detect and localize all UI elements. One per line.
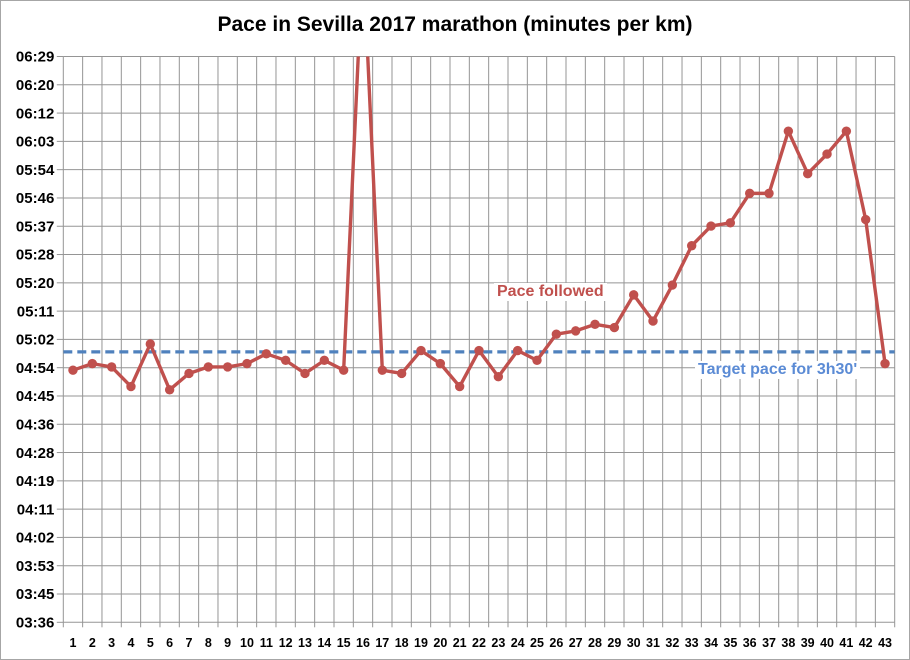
svg-text:05:54: 05:54 xyxy=(16,162,55,179)
svg-text:1: 1 xyxy=(69,636,76,650)
svg-text:15: 15 xyxy=(337,636,351,650)
svg-text:14: 14 xyxy=(317,636,331,650)
svg-text:04:11: 04:11 xyxy=(17,501,55,518)
svg-text:10: 10 xyxy=(240,636,254,650)
svg-text:18: 18 xyxy=(395,636,409,650)
gridlines xyxy=(56,56,896,628)
svg-text:13: 13 xyxy=(298,636,312,650)
svg-text:20: 20 xyxy=(433,636,447,650)
pace-series-markers xyxy=(68,126,890,395)
svg-text:40: 40 xyxy=(820,636,834,650)
svg-text:04:28: 04:28 xyxy=(16,445,54,462)
svg-text:05:46: 05:46 xyxy=(16,190,54,207)
svg-text:34: 34 xyxy=(704,636,718,650)
svg-text:27: 27 xyxy=(569,636,583,650)
svg-text:04:36: 04:36 xyxy=(16,416,54,433)
svg-text:22: 22 xyxy=(472,636,486,650)
svg-text:39: 39 xyxy=(801,636,815,650)
svg-text:04:02: 04:02 xyxy=(16,530,54,547)
svg-text:04:45: 04:45 xyxy=(16,388,54,405)
svg-text:9: 9 xyxy=(224,636,231,650)
svg-text:04:54: 04:54 xyxy=(16,360,55,377)
svg-text:43: 43 xyxy=(878,636,892,650)
svg-text:31: 31 xyxy=(646,636,660,650)
svg-text:06:12: 06:12 xyxy=(16,105,54,122)
svg-text:2: 2 xyxy=(89,636,96,650)
svg-text:33: 33 xyxy=(685,636,699,650)
svg-text:26: 26 xyxy=(549,636,563,650)
svg-text:03:53: 03:53 xyxy=(16,558,54,575)
svg-text:4: 4 xyxy=(127,636,134,650)
svg-text:8: 8 xyxy=(205,636,212,650)
svg-text:42: 42 xyxy=(859,636,873,650)
svg-text:7: 7 xyxy=(186,636,193,650)
svg-text:03:45: 03:45 xyxy=(16,586,54,603)
chart-title: Pace in Sevilla 2017 marathon (minutes p… xyxy=(217,13,693,36)
svg-text:25: 25 xyxy=(530,636,544,650)
pace-series-line xyxy=(71,56,887,392)
svg-text:16: 16 xyxy=(356,636,370,650)
svg-text:19: 19 xyxy=(414,636,428,650)
svg-text:03:36: 03:36 xyxy=(16,615,54,632)
y-axis-labels: 06:29 06:20 06:12 06:03 05:54 05:46 05:37 05:28… xyxy=(16,49,55,632)
svg-text:06:20: 06:20 xyxy=(16,77,54,94)
svg-text:36: 36 xyxy=(743,636,757,650)
svg-text:30: 30 xyxy=(627,636,641,650)
svg-text:28: 28 xyxy=(588,636,602,650)
svg-text:41: 41 xyxy=(839,636,853,650)
svg-text:38: 38 xyxy=(781,636,795,650)
svg-text:06:03: 06:03 xyxy=(16,134,54,151)
svg-text:05:28: 05:28 xyxy=(16,247,54,264)
svg-text:05:02: 05:02 xyxy=(16,332,54,349)
svg-text:5: 5 xyxy=(147,636,154,650)
svg-text:23: 23 xyxy=(491,636,505,650)
svg-text:05:20: 05:20 xyxy=(16,275,54,292)
svg-text:21: 21 xyxy=(453,636,467,650)
svg-text:6: 6 xyxy=(166,636,173,650)
svg-text:05:11: 05:11 xyxy=(17,303,55,320)
svg-text:24: 24 xyxy=(511,636,525,650)
svg-text:35: 35 xyxy=(723,636,737,650)
svg-text:17: 17 xyxy=(375,636,389,650)
svg-text:12: 12 xyxy=(279,636,293,650)
svg-text:05:37: 05:37 xyxy=(16,218,54,235)
x-axis-labels: 1 2 3 4 5 6 7 8 9 10 11 12 13 14 15 16 17 18 19 20 21 22 23 24 2… xyxy=(69,636,892,650)
svg-text:3: 3 xyxy=(108,636,115,650)
svg-text:11: 11 xyxy=(260,636,273,650)
svg-text:37: 37 xyxy=(762,636,776,650)
pace-series-label: Pace followed xyxy=(494,283,607,301)
svg-text:32: 32 xyxy=(665,636,679,650)
svg-text:04:19: 04:19 xyxy=(16,473,54,490)
svg-text:29: 29 xyxy=(607,636,621,650)
svg-text:06:29: 06:29 xyxy=(16,49,54,66)
target-pace-label: Target pace for 3h30' xyxy=(695,361,861,379)
